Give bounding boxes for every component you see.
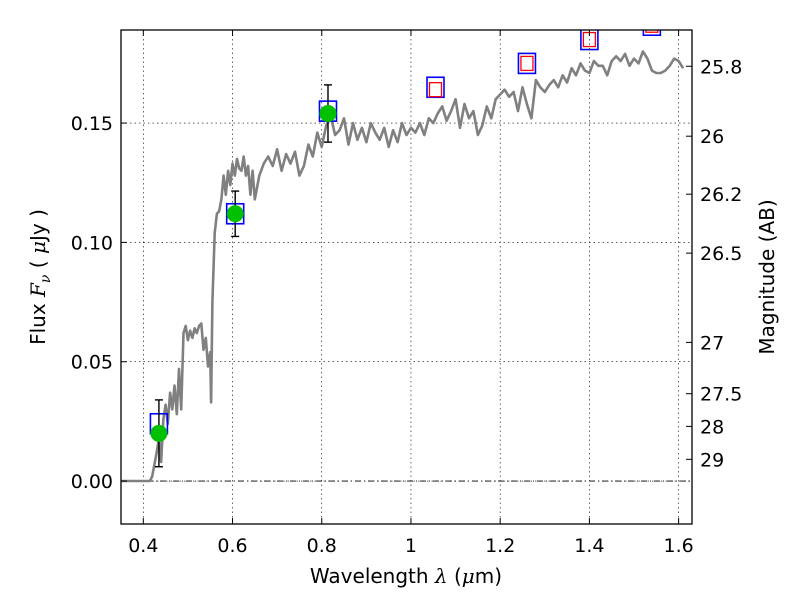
model-band-square: [517, 52, 537, 75]
right-axis-title: Magnitude (AB): [755, 199, 779, 354]
model-spectrum-line: [121, 50, 685, 483]
predicted-band-square: [428, 82, 443, 98]
x-tick-label: 1.6: [664, 535, 694, 557]
photometry-point: [150, 424, 168, 442]
mag-tick-label: 27: [700, 332, 724, 354]
y-tick-label: 0.15: [71, 113, 113, 135]
mag-tick-label: 28: [700, 416, 724, 438]
y-axis-title: Flux Fν ( μJy ): [26, 209, 54, 345]
x-axis-title: Wavelength λ (μm): [310, 564, 502, 588]
x-tick-label: 0.8: [307, 535, 337, 557]
spectrum-layer: [121, 50, 685, 483]
plot-frame: [120, 29, 693, 525]
mag-tick-label: 26: [700, 126, 724, 148]
predicted-band-square: [520, 55, 534, 72]
x-tick-label: 1: [405, 535, 417, 557]
y-tick-label: 0.05: [71, 352, 113, 374]
y-tick-label: 0.00: [71, 471, 113, 493]
x-tick-label: 0.4: [128, 535, 158, 557]
mag-tick-label: 26.5: [700, 243, 742, 265]
model-band-square: [642, 30, 662, 37]
photometry-point: [319, 105, 337, 123]
photometry-point: [226, 205, 244, 223]
ticks: 0.4 0.6 0.8 1 1.2 1.4 1.6 0.00 0.05 0.10 0.15 25.8 2…: [71, 30, 742, 557]
x-tick-label: 1.2: [485, 535, 515, 557]
mag-tick-label: 26.2: [700, 184, 742, 206]
marker-layer: [149, 30, 662, 468]
model-band-square: [580, 30, 599, 51]
x-tick-label: 1.4: [574, 535, 604, 557]
mag-tick-label: 29: [700, 449, 724, 471]
predicted-band-square: [645, 30, 659, 33]
x-tick-label: 0.6: [217, 535, 247, 557]
plot-background: [121, 30, 692, 524]
y-tick-label: 0.10: [71, 232, 113, 254]
mag-tick-label: 27.5: [700, 384, 742, 406]
mag-tick-label: 25.8: [700, 56, 742, 78]
